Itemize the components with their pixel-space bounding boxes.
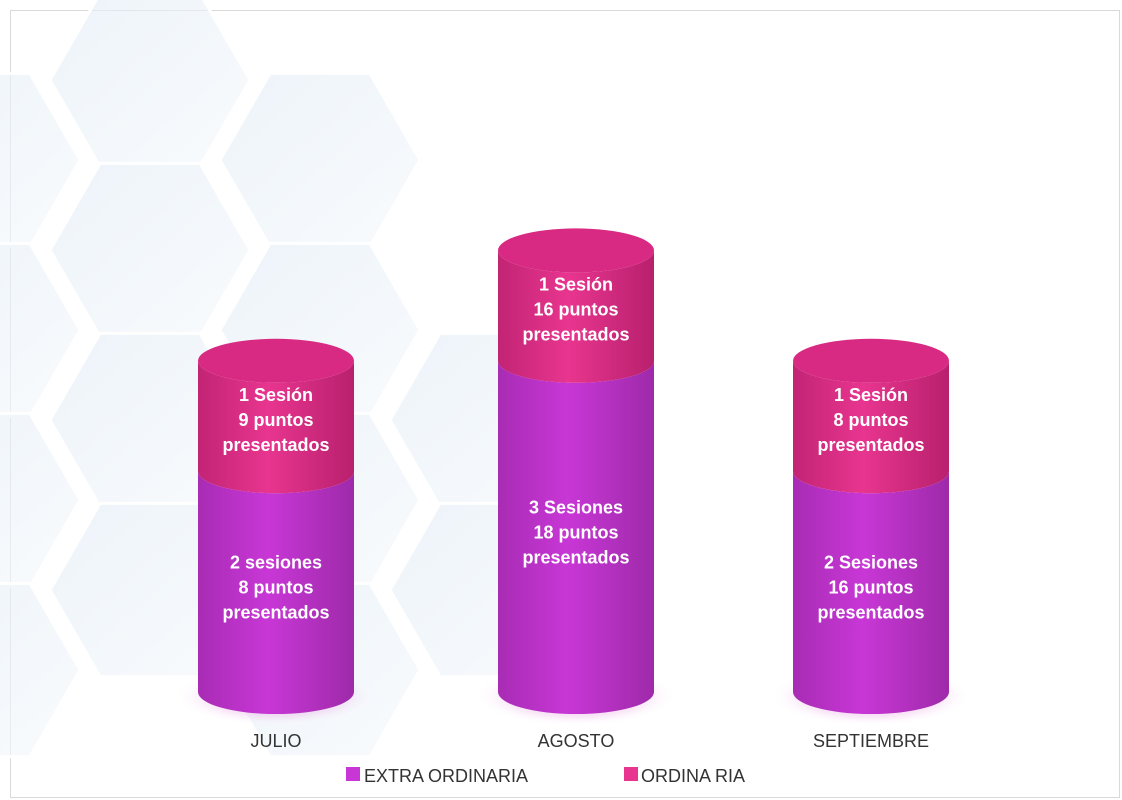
bar-segment-ordinaria [498, 250, 654, 383]
data-label-line: presentados [222, 435, 329, 455]
data-label-line: 9 puntos [239, 410, 314, 430]
data-label-line: 16 puntos [828, 578, 913, 598]
data-label-line: 1 Sesión [834, 385, 908, 405]
data-label-line: 2 sesiones [230, 553, 322, 573]
category-label: AGOSTO [538, 731, 615, 751]
legend-swatch-ordinaria [624, 767, 638, 781]
data-label-line: 8 puntos [239, 578, 314, 598]
data-label-line: 3 Sesiones [529, 497, 623, 517]
bar-segment-ordinaria [198, 360, 354, 494]
legend: EXTRA ORDINARIA ORDINA RIA [346, 766, 745, 786]
data-label-line: 16 puntos [533, 300, 618, 320]
data-label-extraordinaria: 3 Sesiones 18 puntos presentados [522, 497, 629, 567]
data-label-line: presentados [522, 325, 629, 345]
data-label-line: 1 Sesión [239, 385, 313, 405]
data-label-ordinaria: 1 Sesión 16 puntos presentados [522, 275, 629, 345]
category-axis: JULIO AGOSTO SEPTIEMBRE [250, 731, 929, 751]
background-hexagon [218, 71, 422, 249]
category-label: SEPTIEMBRE [813, 731, 929, 751]
bar-top-cap [198, 338, 354, 383]
bar-segment-extraordinaria [498, 360, 654, 714]
bar-segment-extraordinaria [793, 471, 949, 714]
data-label-line: presentados [222, 603, 329, 623]
bar-stack: 2 Sesiones 16 puntos presentados 1 Sesión 8 … [771, 338, 971, 726]
data-label-line: 2 Sesiones [824, 553, 918, 573]
bar-top-cap [793, 338, 949, 383]
bar-stack: 2 sesiones 8 puntos presentados 1 Sesión 9 p… [176, 338, 376, 726]
background-hexagon [48, 0, 252, 169]
bar-top-cap [498, 228, 654, 273]
data-label-extraordinaria: 2 sesiones 8 puntos presentados [222, 553, 329, 623]
data-label-line: presentados [817, 435, 924, 455]
legend-label-ordinaria: ORDINA RIA [641, 766, 745, 786]
background-hexagon [0, 581, 82, 759]
bar-stack: 3 Sesiones 18 puntos presentados 1 Sesión 16… [476, 228, 676, 726]
data-label-line: 1 Sesión [539, 275, 613, 295]
data-label-line: presentados [817, 603, 924, 623]
bar-segment-ordinaria [793, 360, 949, 494]
background-hexagon [48, 161, 252, 339]
data-label-line: presentados [522, 547, 629, 567]
legend-swatch-extra [346, 767, 360, 781]
data-label-line: 18 puntos [533, 522, 618, 542]
data-label-line: 8 puntos [834, 410, 909, 430]
category-label: JULIO [250, 731, 301, 751]
data-label-ordinaria: 1 Sesión 9 puntos presentados [222, 385, 329, 455]
data-label-extraordinaria: 2 Sesiones 16 puntos presentados [817, 553, 924, 623]
legend-label-extra: EXTRA ORDINARIA [364, 766, 528, 786]
data-label-ordinaria: 1 Sesión 8 puntos presentados [817, 385, 924, 455]
bar-segment-extraordinaria [198, 471, 354, 714]
plot-area: 2 sesiones 8 puntos presentados 1 Sesión 9 p… [176, 228, 971, 726]
